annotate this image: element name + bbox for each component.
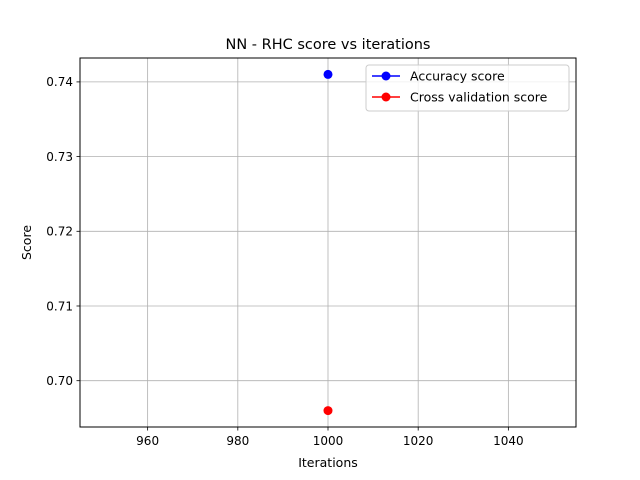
x-axis-label: Iterations bbox=[298, 455, 358, 470]
data-point-1 bbox=[323, 406, 333, 416]
y-tick-label: 0.70 bbox=[46, 374, 73, 388]
x-tick-label: 1040 bbox=[493, 434, 524, 448]
y-tick-label: 0.72 bbox=[46, 225, 73, 239]
y-axis-label: Score bbox=[19, 225, 34, 260]
chart-title: NN - RHC score vs iterations bbox=[226, 37, 431, 53]
data-marks bbox=[323, 69, 333, 416]
y-tick-label: 0.73 bbox=[46, 150, 73, 164]
legend-box bbox=[365, 64, 570, 112]
x-tick-label: 980 bbox=[226, 434, 249, 448]
x-tick-label: 1000 bbox=[313, 434, 344, 448]
y-tick-label: 0.71 bbox=[46, 299, 73, 313]
ticks: 960 980 1000 1020 1040 0.70 0.71 0.72 0.73 0.74 bbox=[46, 75, 523, 448]
x-tick-label: 1020 bbox=[403, 434, 434, 448]
legend-label-accuracy: Accuracy score bbox=[410, 69, 505, 84]
data-point-0 bbox=[323, 69, 333, 79]
legend-marker-accuracy bbox=[381, 71, 391, 81]
legend: Accuracy score Cross validation score bbox=[365, 64, 570, 112]
y-tick-label: 0.74 bbox=[46, 75, 73, 89]
legend-marker-cross-validation bbox=[381, 92, 391, 102]
x-tick-label: 960 bbox=[136, 434, 159, 448]
legend-label-cross-validation: Cross validation score bbox=[410, 90, 548, 105]
